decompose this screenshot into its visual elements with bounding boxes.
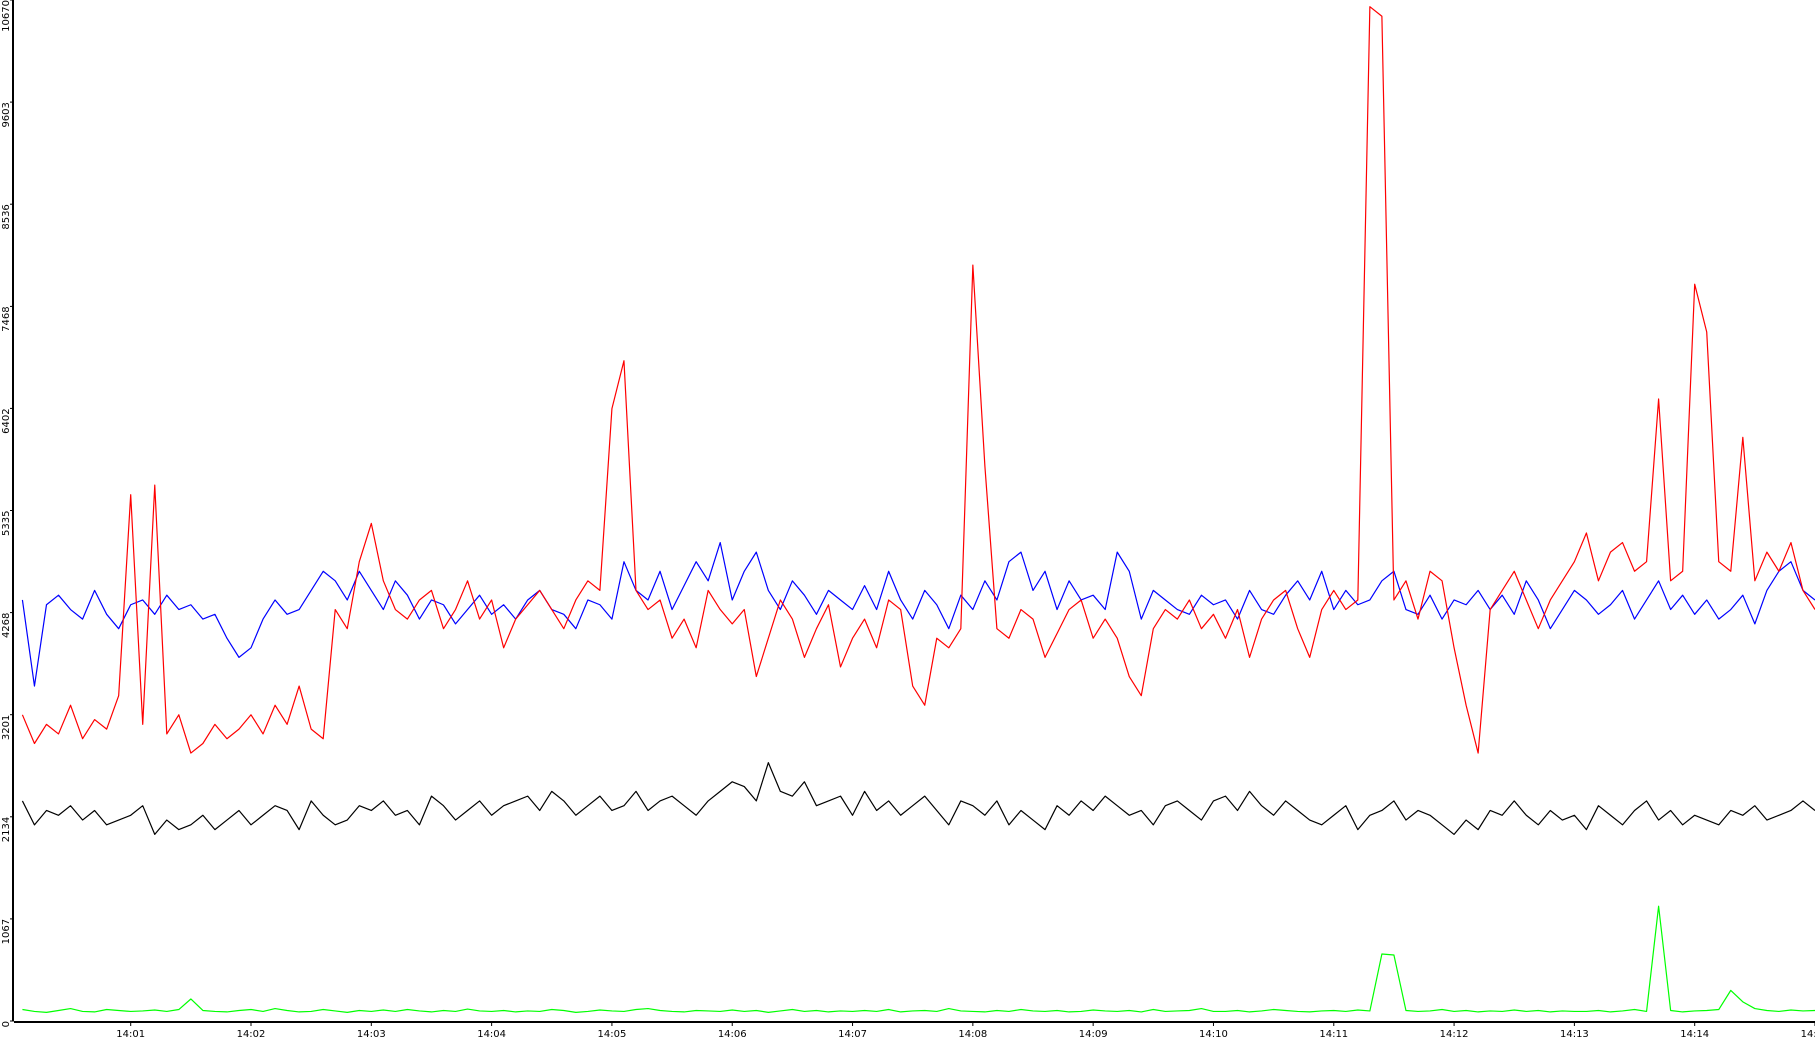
series-line bbox=[22, 905, 1815, 1013]
x-tick-label: 14:04 bbox=[477, 1029, 506, 1039]
y-tick-label: 10670 bbox=[1, 0, 12, 32]
y-tick-label: 7468 bbox=[1, 306, 12, 331]
y-tick-label: 1067 bbox=[1, 919, 12, 944]
x-tick-label: 14:13 bbox=[1560, 1029, 1589, 1039]
x-tick-label: 14:01 bbox=[116, 1029, 145, 1039]
x-tick-label: 14:07 bbox=[838, 1029, 867, 1039]
y-tick-label: 2134 bbox=[1, 817, 12, 842]
y-tick-label: 4268 bbox=[1, 613, 12, 638]
y-tick-label: 3201 bbox=[1, 715, 12, 740]
y-tick-label: 5335 bbox=[1, 511, 12, 536]
y-tick-label: 9603 bbox=[1, 102, 12, 127]
x-tick-label: 14:08 bbox=[958, 1029, 987, 1039]
x-tick-label: 14:11 bbox=[1319, 1029, 1348, 1039]
y-tick-label: 0 bbox=[1, 1021, 12, 1027]
series-line bbox=[21, 541, 1815, 687]
series-line bbox=[21, 762, 1815, 836]
x-tick-label: 14:03 bbox=[357, 1029, 386, 1039]
series-line bbox=[21, 6, 1815, 754]
y-tick-label: 8536 bbox=[1, 204, 12, 229]
x-tick-label: 14:09 bbox=[1079, 1029, 1108, 1039]
x-tick-label: 14:10 bbox=[1199, 1029, 1228, 1039]
x-tick-label: 14:05 bbox=[598, 1029, 627, 1039]
y-tick-label: 6402 bbox=[1, 408, 12, 433]
x-tick-label: 14:14 bbox=[1680, 1029, 1709, 1039]
x-tick-label: 14:12 bbox=[1440, 1029, 1469, 1039]
x-tick-label: 14:02 bbox=[237, 1029, 266, 1039]
x-tick-label: 14:15 bbox=[1801, 1029, 1815, 1039]
x-tick-label: 14:06 bbox=[718, 1029, 747, 1039]
